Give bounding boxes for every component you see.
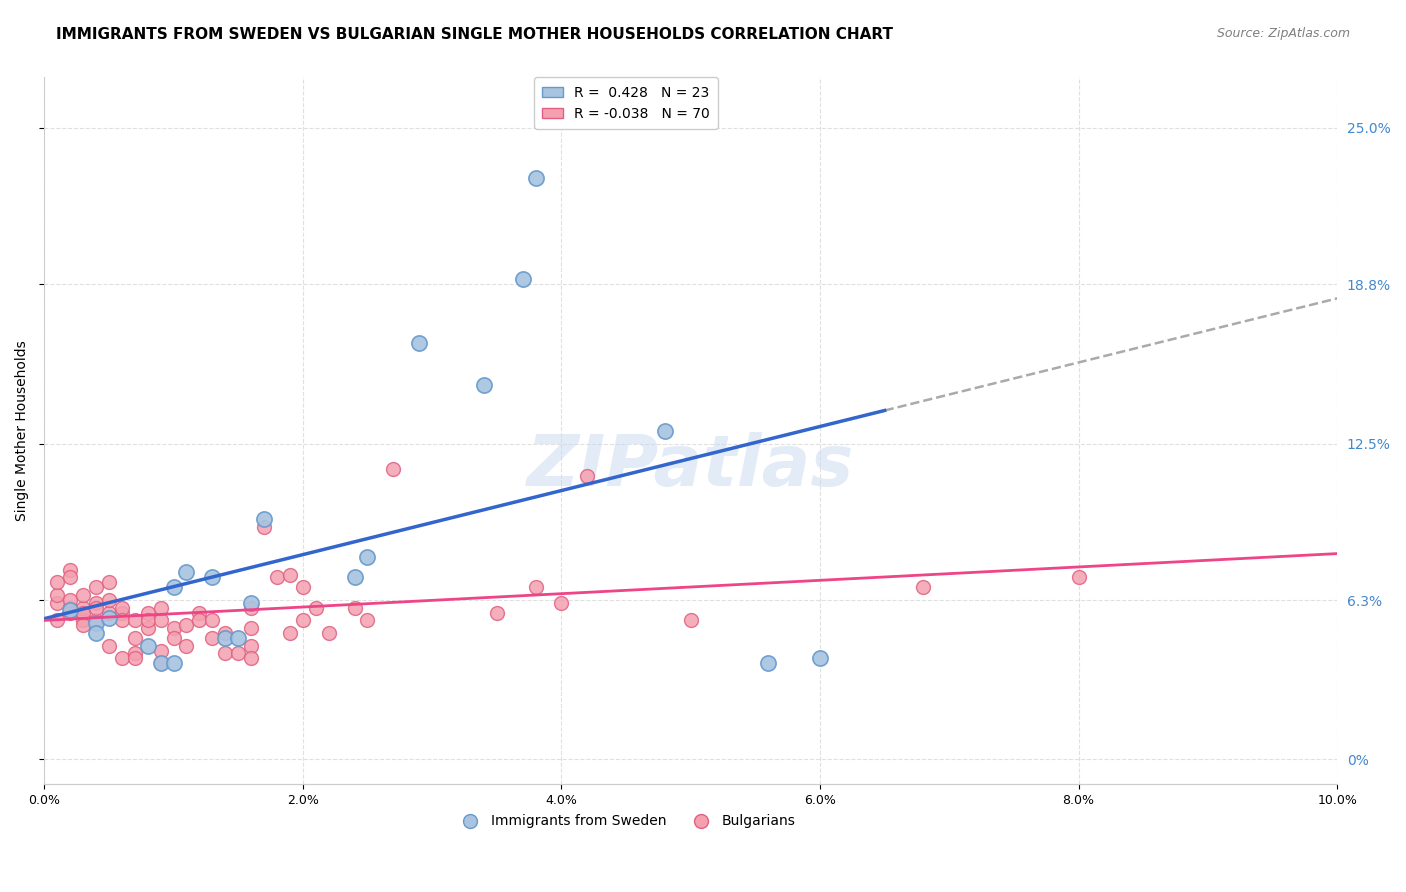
Point (111, 651, 134, 665)
Point (59, 603, 82, 617)
Point (136, 639, 159, 653)
Point (149, 657, 172, 671)
Point (84, 615, 107, 630)
Point (46, 575, 69, 590)
Point (305, 600, 328, 615)
Point (756, 657, 779, 671)
Point (266, 570, 288, 584)
Point (1067, 570, 1090, 584)
Point (149, 600, 172, 615)
Point (808, 651, 831, 665)
Point (72, 600, 94, 615)
Point (59, 563, 82, 577)
Text: IMMIGRANTS FROM SWEDEN VS BULGARIAN SINGLE MOTHER HOUSEHOLDS CORRELATION CHART: IMMIGRANTS FROM SWEDEN VS BULGARIAN SING… (56, 27, 893, 42)
Text: ZIPatlas: ZIPatlas (527, 432, 855, 500)
Point (84, 596, 107, 610)
Point (253, 512, 276, 526)
Text: Source: ZipAtlas.com: Source: ZipAtlas.com (1216, 27, 1350, 40)
Point (124, 646, 146, 660)
Point (162, 657, 184, 671)
Point (512, 272, 534, 286)
Point (84, 613, 107, 627)
Point (356, 613, 378, 627)
Point (72, 606, 94, 620)
Point (124, 631, 146, 645)
Point (46, 588, 69, 602)
Point (149, 657, 172, 671)
Point (84, 600, 107, 615)
Point (176, 618, 198, 632)
Point (136, 613, 159, 627)
Point (226, 646, 249, 660)
Point (59, 593, 82, 607)
Point (176, 639, 198, 653)
Point (278, 626, 301, 640)
Point (654, 424, 676, 438)
Point (240, 621, 263, 635)
Point (46, 596, 69, 610)
Point (97, 611, 120, 625)
Point (408, 335, 430, 350)
Point (97, 639, 120, 653)
Point (382, 462, 405, 476)
Point (59, 600, 82, 615)
Point (136, 606, 159, 620)
Point (111, 613, 134, 627)
Point (240, 651, 263, 665)
Point (356, 550, 378, 565)
Point (97, 575, 120, 590)
Point (240, 600, 263, 615)
Point (59, 570, 82, 584)
Point (72, 618, 94, 632)
Point (84, 626, 107, 640)
Legend: Immigrants from Sweden, Bulgarians: Immigrants from Sweden, Bulgarians (451, 809, 801, 834)
Point (72, 588, 94, 602)
Point (550, 596, 572, 610)
Point (214, 646, 236, 660)
Point (162, 581, 184, 595)
Point (318, 626, 340, 640)
Point (291, 613, 314, 627)
Point (188, 606, 211, 620)
Point (226, 631, 249, 645)
Point (278, 567, 301, 582)
Point (253, 520, 276, 534)
Point (111, 600, 134, 615)
Point (162, 621, 184, 635)
Point (201, 570, 224, 584)
Point (84, 581, 107, 595)
Point (124, 651, 146, 665)
Point (124, 613, 146, 627)
Point (136, 621, 159, 635)
Point (343, 570, 366, 584)
Point (214, 631, 236, 645)
Point (59, 606, 82, 620)
Point (576, 469, 599, 483)
Point (524, 581, 547, 595)
Point (97, 606, 120, 620)
Point (214, 626, 236, 640)
Point (176, 566, 198, 580)
Point (912, 581, 935, 595)
Point (162, 631, 184, 645)
Point (97, 593, 120, 607)
Point (472, 378, 495, 392)
Point (240, 639, 263, 653)
Point (201, 613, 224, 627)
Y-axis label: Single Mother Households: Single Mother Households (15, 341, 30, 521)
Point (240, 596, 263, 610)
Point (343, 600, 366, 615)
Point (72, 613, 94, 627)
Point (149, 643, 172, 657)
Point (679, 613, 702, 627)
Point (524, 171, 547, 186)
Point (485, 606, 508, 620)
Point (201, 631, 224, 645)
Point (149, 613, 172, 627)
Point (46, 613, 69, 627)
Point (111, 606, 134, 620)
Point (291, 581, 314, 595)
Point (188, 613, 211, 627)
